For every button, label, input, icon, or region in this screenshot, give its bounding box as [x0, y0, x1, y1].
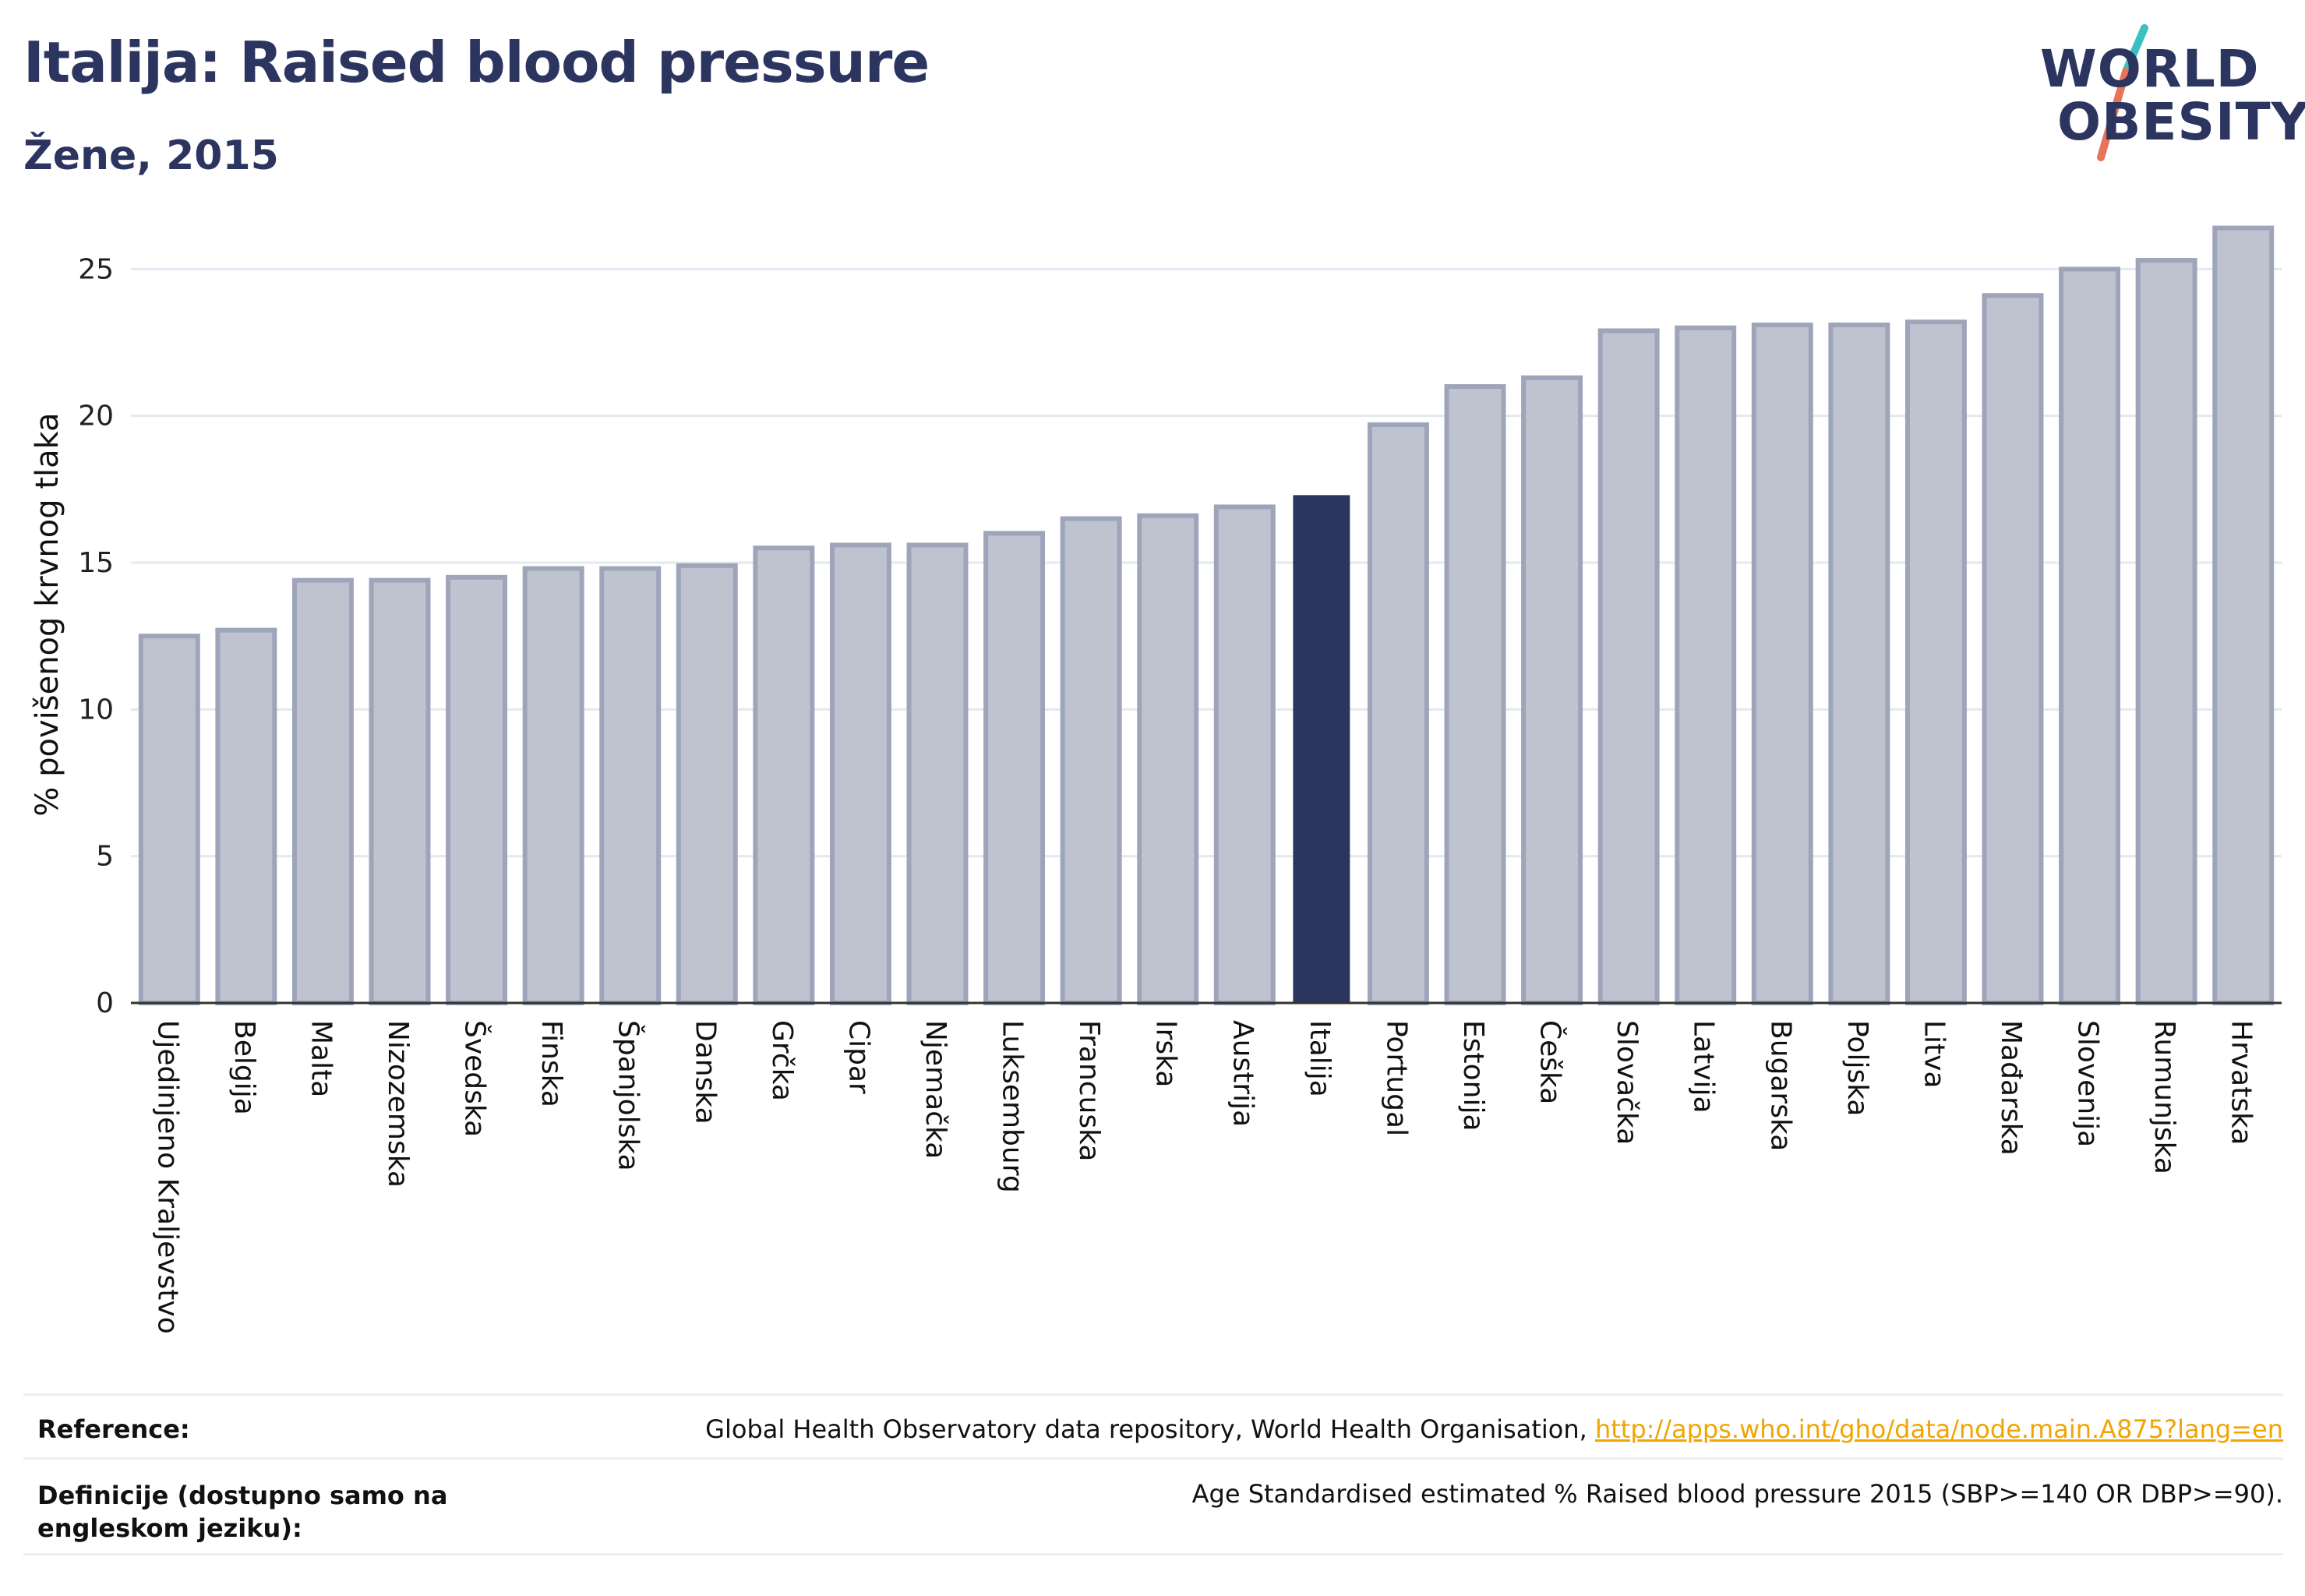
logo-word-world: WORLD: [2040, 39, 2260, 99]
x-tick-label: Belgija: [228, 1020, 260, 1115]
y-tick-label: 25: [78, 253, 114, 285]
logo-word-obesity: OBESITY: [2057, 92, 2305, 152]
x-tick-label: Nizozemska: [382, 1020, 414, 1188]
bar: [1060, 516, 1122, 1005]
bar: [1904, 320, 1967, 1005]
chart-subtitle: Žene, 2015: [23, 132, 279, 179]
x-tick-label: Njemačka: [920, 1020, 951, 1159]
bar: [906, 542, 969, 1005]
bar: [1597, 328, 1660, 1005]
bar: [1828, 322, 1890, 1005]
definition-label: Definicije (dostupno samo na engleskom j…: [37, 1481, 448, 1543]
reference-link[interactable]: http://apps.who.int/gho/data/node.main.A…: [1594, 1414, 2283, 1444]
x-tick-label: Švedska: [459, 1020, 492, 1137]
world-obesity-logo: WORLD OBESITY: [2026, 23, 2305, 164]
bar: [1293, 495, 1350, 1003]
y-tick-label: 20: [78, 401, 114, 433]
x-tick-label: Rumunjska: [2148, 1020, 2180, 1174]
x-tick-label: Litva: [1918, 1020, 1950, 1089]
x-tick-label: Slovačka: [1611, 1020, 1643, 1145]
reference-value: Global Health Observatory data repositor…: [705, 1414, 2283, 1444]
logo-slash-icon: [2097, 24, 2148, 161]
bar: [1367, 422, 1429, 1005]
bar: [676, 563, 738, 1005]
definition-row: Definicije (dostupno samo na engleskom j…: [23, 1479, 2283, 1549]
bar: [829, 542, 891, 1005]
x-tick-label: Italija: [1304, 1020, 1336, 1097]
x-tick-label: Finska: [535, 1020, 567, 1107]
x-tick-label: Austrija: [1227, 1020, 1258, 1127]
x-tick-label: Danska: [689, 1020, 721, 1125]
bar: [2212, 225, 2275, 1006]
bar: [1213, 504, 1276, 1005]
bar: [1137, 513, 1199, 1005]
x-tick-label: Slovenija: [2072, 1020, 2104, 1147]
bar: [2135, 258, 2197, 1005]
y-tick-label: 15: [78, 547, 114, 579]
bar: [215, 627, 277, 1006]
x-tick-label: Češka: [1534, 1020, 1567, 1104]
x-tick-label: Grčka: [766, 1020, 798, 1101]
footer-divider-bottom: [23, 1553, 2283, 1555]
reference-text: Global Health Observatory data repositor…: [705, 1414, 1595, 1444]
bar: [522, 566, 584, 1005]
bar: [446, 574, 508, 1005]
bar: [983, 531, 1046, 1005]
definition-text: Age Standardised estimated % Raised bloo…: [1191, 1479, 2283, 1509]
y-tick-label: 10: [78, 694, 114, 726]
bar: [753, 546, 815, 1005]
bar-chart: 0 5 10 15 20 25 % povišenog krvnog tlaka Ujedin…: [30, 225, 2282, 1334]
reference-label: Reference:: [37, 1414, 190, 1444]
x-tick-label: Estonija: [1457, 1020, 1489, 1132]
bar: [1982, 293, 2044, 1005]
x-tick-label: Mađarska: [1995, 1020, 2027, 1156]
reference-row: Reference: Global Health Observatory dat…: [23, 1414, 2283, 1461]
x-tick-label: Luksemburg: [997, 1020, 1029, 1193]
bar: [1675, 325, 1737, 1005]
x-tick-label: Ujedinjeno Kraljevstvo: [151, 1020, 183, 1334]
x-tick-label: Bugarska: [1764, 1020, 1796, 1151]
bar: [1444, 384, 1506, 1005]
y-tick-label: 0: [96, 987, 114, 1019]
bar: [1521, 375, 1583, 1005]
x-tick-label: Hrvatska: [2226, 1020, 2257, 1145]
chart-title: Italija: Raised blood pressure: [23, 30, 930, 95]
x-tick-label: Cipar: [842, 1020, 874, 1094]
x-tick-label: Poljska: [1841, 1020, 1873, 1117]
bar: [1751, 322, 1813, 1005]
bar: [2059, 267, 2121, 1006]
x-tick-label: Francuska: [1073, 1020, 1105, 1161]
footer-divider-middle: [23, 1457, 2283, 1460]
x-tick-label: Španjolska: [612, 1020, 645, 1171]
bar: [599, 566, 662, 1005]
x-tick-label: Irska: [1150, 1020, 1182, 1087]
bar: [291, 577, 354, 1005]
x-tick-label: Portugal: [1380, 1020, 1412, 1136]
bar: [369, 577, 431, 1005]
y-axis-label: % povišenog krvnog tlaka: [30, 412, 65, 816]
bar: [138, 634, 200, 1006]
footer-divider-top: [23, 1393, 2283, 1396]
x-tick-label: Latvija: [1688, 1020, 1720, 1114]
y-tick-label: 5: [96, 841, 114, 873]
x-tick-label: Malta: [305, 1020, 337, 1097]
